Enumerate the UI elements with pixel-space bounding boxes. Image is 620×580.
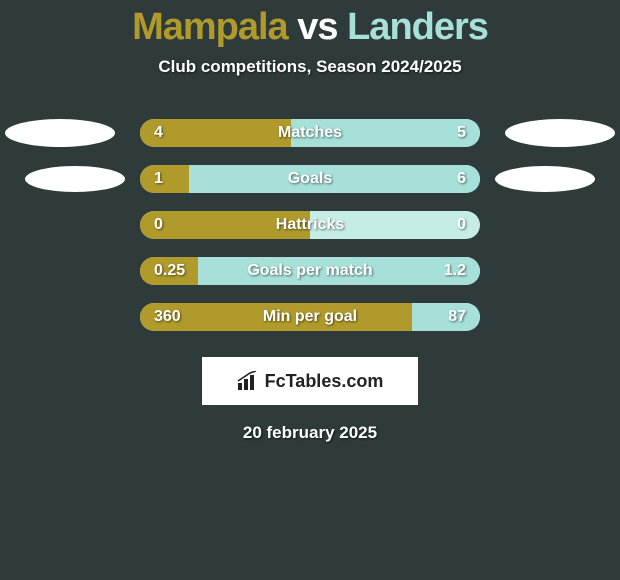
player-left-name: Mampala	[132, 6, 288, 48]
decor-ellipse-right	[495, 166, 595, 192]
value-left: 0	[154, 216, 163, 234]
stat-row: 4 5 Matches	[5, 119, 615, 147]
stat-row: 0 0 Hattricks	[5, 211, 615, 239]
value-left: 360	[154, 308, 181, 326]
stat-label: Min per goal	[263, 308, 357, 326]
comparison-title: Mampala vs Landers	[0, 0, 620, 49]
segment-right	[189, 165, 480, 193]
stat-label: Goals	[288, 170, 332, 188]
value-left: 0.25	[154, 262, 185, 280]
stat-bar: 0 0 Hattricks	[140, 211, 480, 239]
date: 20 february 2025	[0, 423, 620, 443]
bar-chart-icon	[237, 371, 259, 391]
stat-bar: 360 87 Min per goal	[140, 303, 480, 331]
decor-ellipse-left	[5, 119, 115, 147]
decor-ellipse-left	[25, 166, 125, 192]
segment-left	[140, 165, 189, 193]
infographic-canvas: Mampala vs Landers Club competitions, Se…	[0, 0, 620, 580]
segment-right	[412, 303, 480, 331]
stat-label: Hattricks	[276, 216, 344, 234]
stat-bar: 1 6 Goals	[140, 165, 480, 193]
player-right-name: Landers	[347, 6, 488, 48]
logo-box: FcTables.com	[202, 357, 418, 405]
value-right: 6	[457, 170, 466, 188]
stat-label: Goals per match	[247, 262, 372, 280]
value-right: 1.2	[444, 262, 466, 280]
logo-text: FcTables.com	[265, 371, 384, 392]
vs-separator: vs	[297, 6, 337, 48]
decor-ellipse-right	[505, 119, 615, 147]
value-right: 87	[448, 308, 466, 326]
value-left: 4	[154, 124, 163, 142]
value-left: 1	[154, 170, 163, 188]
subtitle: Club competitions, Season 2024/2025	[0, 57, 620, 77]
stat-bar: 0.25 1.2 Goals per match	[140, 257, 480, 285]
stat-row: 1 6 Goals	[5, 165, 615, 193]
value-right: 0	[457, 216, 466, 234]
stat-bar: 4 5 Matches	[140, 119, 480, 147]
stat-rows: 4 5 Matches 1 6 Goals 0 0 Hattricks 0.25 1.2 Goals …	[0, 119, 620, 331]
value-right: 5	[457, 124, 466, 142]
stat-row: 360 87 Min per goal	[5, 303, 615, 331]
stat-label: Matches	[278, 124, 342, 142]
stat-row: 0.25 1.2 Goals per match	[5, 257, 615, 285]
